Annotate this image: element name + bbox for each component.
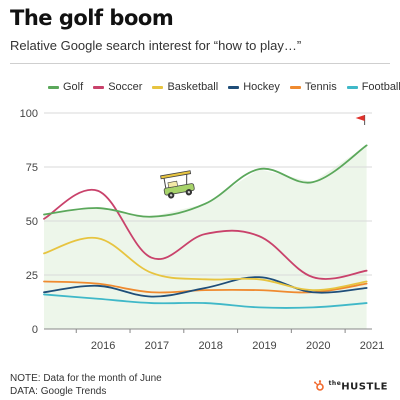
- legend-label: Soccer: [108, 81, 143, 93]
- legend-swatch: [152, 85, 164, 89]
- series-line-hockey: [43, 276, 368, 298]
- hubspot-sprocket-icon: [313, 380, 324, 391]
- y-tick-label: 75: [26, 162, 38, 174]
- brand-logo: theHUSTLE: [313, 380, 388, 392]
- series-line-soccer: [43, 188, 368, 280]
- x-tick-label: 2019: [252, 340, 276, 352]
- series-line-football: [43, 293, 368, 309]
- data-source: DATA: Google Trends: [10, 386, 107, 397]
- series-line-golf: [43, 144, 368, 218]
- legend-swatch: [346, 85, 358, 89]
- legend-swatch: [228, 85, 240, 89]
- legend-item-basketball: Basketball: [152, 81, 218, 93]
- x-tick-label: 2021: [360, 340, 384, 352]
- y-tick-label: 0: [32, 324, 38, 336]
- x-tick-label: 2020: [306, 340, 330, 352]
- legend-label: Golf: [63, 81, 84, 93]
- title-divider: [10, 63, 390, 64]
- legend-label: Basketball: [167, 81, 219, 93]
- legend-item-golf: Golf: [48, 81, 83, 93]
- legend-item-tennis: Tennis: [289, 81, 337, 93]
- golf-cart-icon: [160, 170, 195, 199]
- x-tick-label: 2017: [145, 340, 169, 352]
- chart-legend: Golf Soccer Basketball Hockey Tennis Football: [48, 81, 400, 93]
- golf-flag-icon: [355, 115, 365, 121]
- legend-swatch: [48, 85, 59, 89]
- footnote: NOTE: Data for the month of June: [10, 373, 162, 384]
- x-tick-label: 2018: [198, 340, 222, 352]
- brand-the: the: [328, 380, 342, 387]
- legend-item-hockey: Hockey: [228, 81, 280, 93]
- legend-item-football: Football: [346, 81, 400, 93]
- legend-item-soccer: Soccer: [93, 81, 142, 93]
- y-tick-label: 50: [26, 216, 38, 228]
- legend-label: Tennis: [304, 81, 337, 93]
- chart-title: The golf boom: [10, 6, 174, 30]
- series-line-basketball: [43, 236, 368, 292]
- y-tick-label: 25: [26, 270, 38, 282]
- golf-area-fill: [44, 145, 367, 329]
- legend-label: Hockey: [243, 81, 280, 93]
- brand-name: HUSTLE: [341, 381, 388, 393]
- y-tick-label: 100: [20, 108, 38, 120]
- legend-label: Football: [361, 81, 400, 93]
- legend-swatch: [289, 85, 301, 89]
- legend-swatch: [93, 85, 105, 89]
- chart-subtitle: Relative Google search interest for “how…: [10, 38, 302, 53]
- x-tick-label: 2016: [91, 340, 115, 352]
